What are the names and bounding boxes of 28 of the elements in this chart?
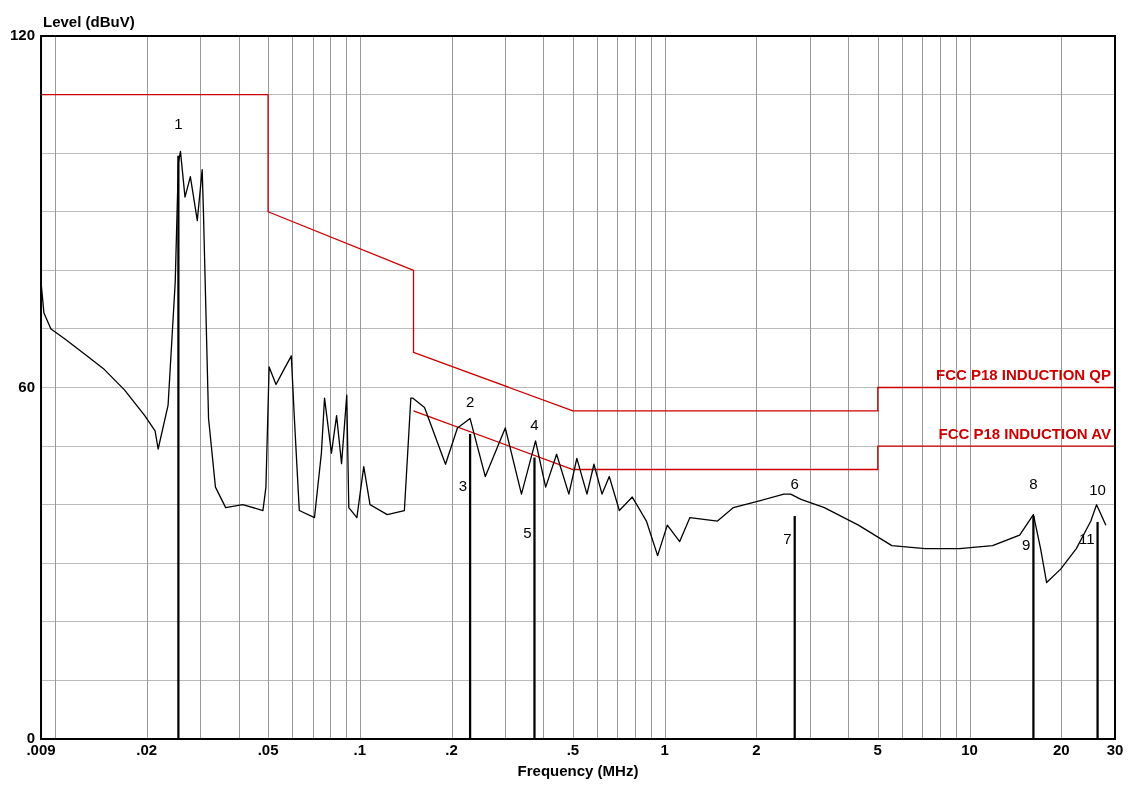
x-tick-label: .1	[353, 741, 367, 759]
x-tick-label: .02	[136, 741, 158, 759]
annotation: 2	[465, 393, 475, 411]
annotation: 1	[174, 114, 183, 132]
series-label: FCC P18 INDUCTION AV	[938, 424, 1111, 442]
x-tick-label: 10	[961, 741, 978, 759]
annotation: 4	[530, 416, 539, 434]
annotation: 7	[783, 529, 792, 547]
x-axis-title: Frequency (MHz)	[517, 762, 639, 780]
annotation: 3	[458, 477, 468, 495]
x-tick-label: 30	[1106, 741, 1124, 759]
annotation: 10	[1089, 480, 1106, 498]
x-tick-label: 1	[660, 741, 669, 759]
x-tick-label: .2	[445, 741, 458, 759]
x-tick-label: .05	[257, 741, 279, 759]
x-tick-label: 5	[873, 741, 882, 759]
y-tick-label: 120	[10, 26, 36, 44]
annotation: 11	[1078, 529, 1095, 547]
x-tick-label: 20	[1052, 741, 1070, 759]
y-axis-title: Level (dBuV)	[43, 12, 135, 30]
annotation: 5	[523, 524, 532, 542]
annotation: 9	[1022, 535, 1031, 553]
x-tick-label: 2	[752, 741, 761, 759]
series-label: FCC P18 INDUCTION QP	[935, 366, 1111, 384]
annotation: 8	[1029, 475, 1038, 493]
y-tick-label: 60	[18, 377, 36, 395]
annotation: 6	[790, 475, 799, 493]
x-tick-label: .5	[566, 741, 580, 759]
